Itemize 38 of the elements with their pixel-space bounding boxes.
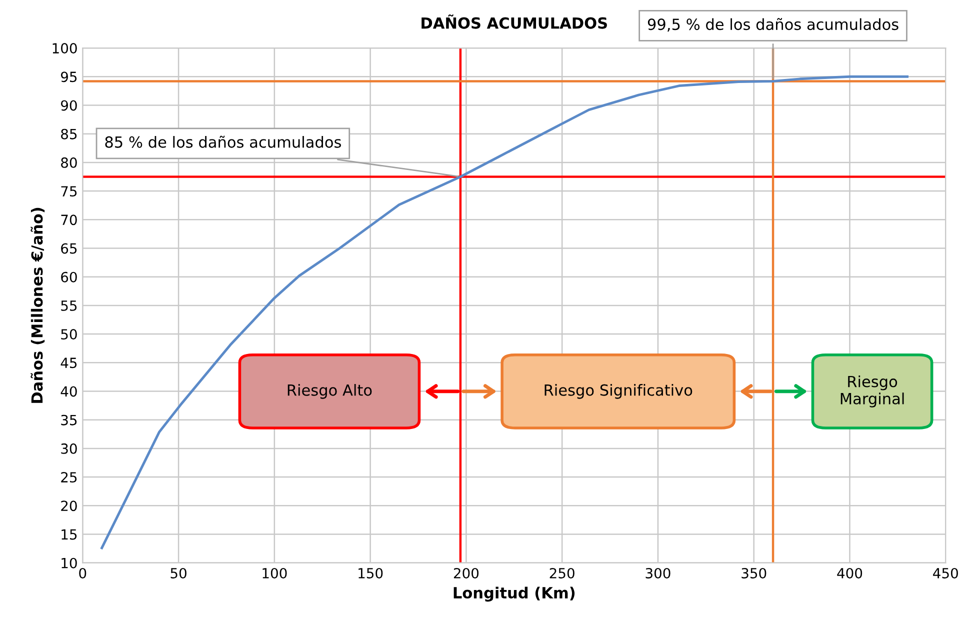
y-tick-label: 45: [60, 358, 77, 368]
y-tick-label: 55: [61, 300, 77, 311]
x-tick-label: 50: [170, 568, 186, 578]
x-tick-label: 200: [454, 568, 479, 578]
y-tick-label: 20: [61, 500, 77, 512]
y-tick-label: 35: [61, 414, 77, 426]
y-tick-label: 50: [61, 329, 77, 340]
y-tick-label: 10: [62, 558, 77, 568]
y-tick-label: 100: [52, 43, 77, 54]
y-tick-label: 65: [61, 243, 77, 254]
y-tick-label: 80: [61, 157, 77, 168]
x-tick-label: 100: [262, 568, 287, 578]
x-tick-label: 0: [79, 568, 86, 578]
x-tick-label: 150: [358, 568, 383, 578]
x-tick-label: 450: [933, 568, 958, 578]
y-tick-label: 90: [60, 100, 77, 111]
chart-title: DAÑOS ACUMULADOS: [422, 14, 607, 29]
y-tick-label: 60: [61, 272, 77, 282]
y-tick-label: 25: [61, 472, 77, 483]
annotation: Riesgo Significativo: [544, 384, 692, 399]
annotation: 99,5 % de los daños acumulados: [648, 18, 898, 32]
y-tick-label: 15: [62, 529, 77, 540]
annotation: Riesgo Marginal: [840, 375, 904, 408]
x-tick-label: 400: [837, 568, 862, 578]
annotation: 85 % de los daños acumulados: [105, 136, 341, 148]
y-axis-title: Daños (Millones €/año): [30, 208, 45, 403]
x-tick-label: 250: [550, 568, 574, 578]
y-tick-label: 85: [61, 128, 77, 140]
y-tick-label: 95: [60, 72, 77, 82]
x-tick-label: 350: [742, 568, 766, 578]
y-tick-label: 30: [61, 443, 77, 454]
line-series: [100, 75, 909, 550]
y-tick-label: 75: [61, 186, 77, 197]
x-tick-label: 300: [646, 568, 670, 578]
x-axis-title: Longitud (Km): [454, 586, 575, 602]
annotation: Riesgo Alto: [288, 384, 372, 399]
y-tick-label: 70: [61, 214, 77, 226]
y-tick-label: 40: [60, 386, 77, 397]
